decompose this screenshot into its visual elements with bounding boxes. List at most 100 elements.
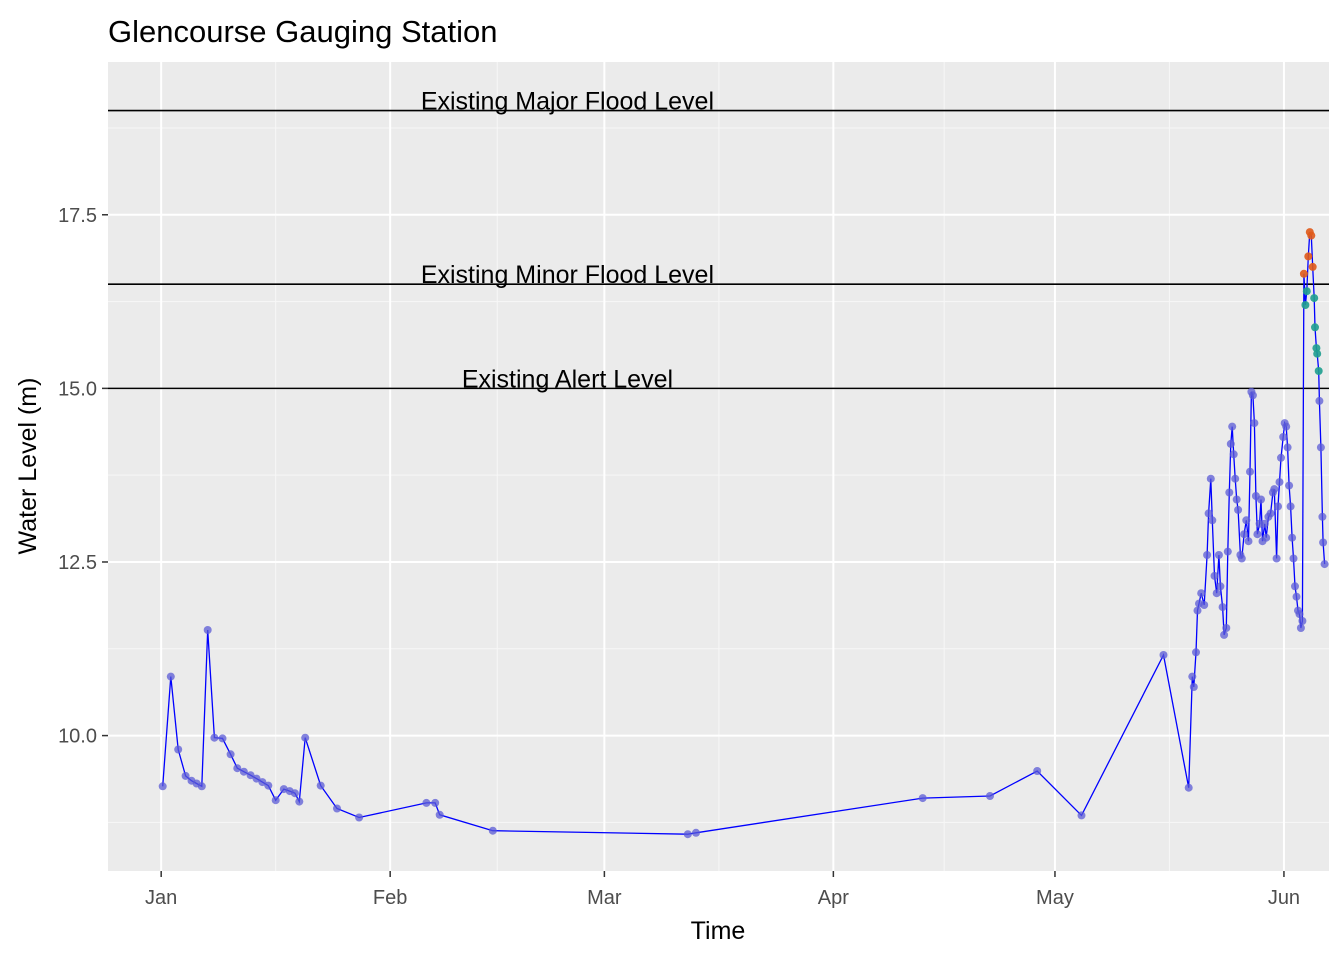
data-point — [1298, 617, 1307, 625]
data-point — [1318, 512, 1327, 521]
data-point — [1302, 287, 1311, 296]
reference-line-label: Existing Alert Level — [462, 365, 673, 393]
data-point — [1210, 571, 1219, 580]
data-point — [333, 804, 341, 813]
data-point — [252, 774, 261, 783]
data-point — [1220, 630, 1229, 639]
data-point — [1277, 453, 1285, 462]
data-point — [683, 830, 692, 839]
data-point — [488, 826, 497, 835]
data-point — [233, 764, 242, 773]
data-point — [1285, 481, 1294, 490]
x-tick-label: May — [1036, 887, 1074, 909]
data-point — [918, 794, 927, 803]
data-point — [1228, 422, 1237, 431]
data-point — [264, 781, 273, 790]
data-point — [1184, 783, 1193, 792]
data-point — [1320, 560, 1329, 569]
y-axis: 10.0 12.5 15.0 17.5 — [58, 205, 108, 748]
data-point — [1225, 488, 1234, 497]
data-point — [1223, 547, 1232, 556]
data-point — [1311, 323, 1319, 332]
data-point — [1229, 450, 1238, 459]
data-point — [1314, 367, 1323, 375]
data-point — [1275, 478, 1284, 487]
data-point — [1197, 589, 1206, 598]
x-tick-label: Jun — [1268, 887, 1300, 909]
data-point — [1301, 301, 1310, 309]
reference-line-label: Existing Minor Flood Level — [421, 261, 714, 289]
y-axis-title: Water Level (m) — [14, 378, 42, 555]
data-point — [1192, 648, 1200, 657]
data-point — [1296, 624, 1305, 632]
data-point — [1274, 502, 1282, 511]
data-point — [1189, 683, 1198, 691]
x-tick-label: Mar — [587, 887, 622, 909]
data-point — [435, 810, 444, 819]
data-point — [1214, 551, 1223, 559]
data-point — [1231, 474, 1240, 483]
data-point — [1262, 533, 1271, 542]
chart-title: Glencourse Gauging Station — [108, 14, 497, 49]
x-tick-label: Jan — [145, 887, 177, 909]
data-point — [1291, 582, 1299, 591]
data-point — [1237, 554, 1246, 563]
data-point — [986, 792, 994, 800]
data-point — [239, 767, 248, 776]
data-point — [1248, 391, 1257, 400]
data-point — [1313, 349, 1322, 358]
data-point — [1204, 509, 1213, 518]
data-point — [1292, 592, 1301, 601]
data-point — [166, 672, 175, 681]
data-point — [1316, 443, 1325, 452]
data-point — [203, 626, 212, 634]
data-point — [1226, 439, 1235, 448]
data-point — [1208, 516, 1217, 525]
data-point — [1289, 554, 1298, 563]
data-point — [1212, 589, 1221, 598]
data-point — [692, 828, 700, 837]
data-point — [1188, 672, 1197, 681]
data-point — [1203, 551, 1212, 559]
data-point — [1315, 396, 1324, 405]
data-point — [1250, 419, 1259, 428]
minor-gridlines — [108, 62, 1329, 871]
data-point — [301, 733, 310, 742]
data-point — [422, 798, 431, 807]
data-point — [1216, 582, 1225, 591]
data-point — [258, 778, 267, 787]
data-point — [1310, 294, 1319, 303]
data-point — [1253, 530, 1262, 539]
data-point — [174, 745, 183, 754]
data-point — [1218, 603, 1227, 612]
data-point — [316, 781, 325, 790]
data-point — [355, 813, 364, 822]
data-point — [431, 798, 440, 807]
data-point — [1299, 269, 1308, 278]
data-point — [1295, 610, 1304, 619]
data-point — [1307, 231, 1316, 240]
x-axis-title: Time — [691, 917, 746, 945]
data-point — [1033, 767, 1042, 775]
y-tick-label: 10.0 — [58, 726, 97, 748]
data-point — [1234, 505, 1243, 514]
data-point — [1232, 495, 1241, 504]
data-point — [1257, 495, 1265, 504]
data-point — [1308, 262, 1317, 271]
data-point — [1242, 516, 1251, 525]
y-tick-label: 15.0 — [58, 378, 97, 400]
data-point — [295, 797, 304, 806]
reference-lines: Existing Major Flood Level Existing Minor… — [108, 88, 1329, 393]
data-point — [1286, 502, 1295, 511]
data-point — [197, 782, 206, 791]
data-point — [1304, 252, 1313, 261]
data-point — [226, 750, 235, 759]
data-point — [210, 733, 219, 742]
x-tick-label: Feb — [373, 887, 407, 909]
data-point — [1272, 554, 1281, 563]
data-point — [1240, 530, 1249, 539]
data-point — [1193, 606, 1202, 615]
data-point — [1279, 433, 1288, 441]
data-point — [218, 734, 227, 743]
